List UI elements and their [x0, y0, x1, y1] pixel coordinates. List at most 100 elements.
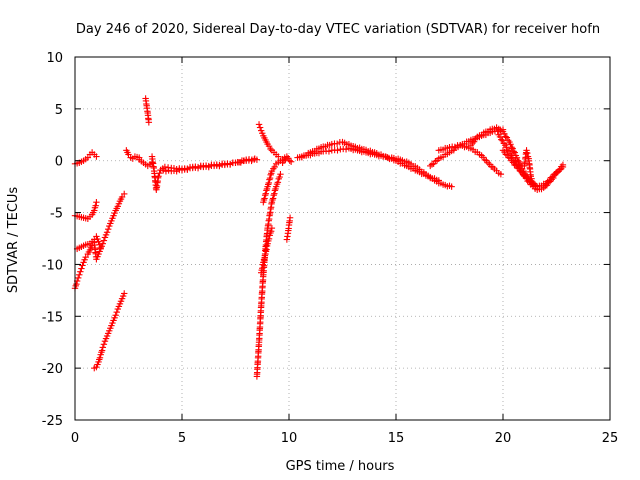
data-point [265, 179, 273, 187]
data-point [93, 153, 100, 160]
data-point [103, 229, 111, 236]
x-tick-label: 25 [602, 431, 619, 446]
data-point [267, 228, 275, 235]
data-point [251, 155, 258, 162]
data-point [265, 181, 272, 188]
data-point [511, 161, 518, 169]
data-point [262, 190, 269, 197]
y-tick-label: 10 [46, 51, 63, 66]
data-point [121, 290, 128, 297]
data-point [277, 170, 284, 178]
data-point [275, 153, 282, 160]
y-tick-label: 5 [55, 103, 63, 118]
data-point [334, 147, 341, 154]
x-tick-label: 0 [71, 431, 79, 446]
data-point [505, 154, 512, 161]
data-point [78, 265, 85, 272]
data-point [248, 156, 256, 163]
y-tick-label: -20 [42, 362, 63, 377]
data-point [265, 142, 273, 150]
data-point [261, 254, 268, 261]
data-point [269, 196, 276, 204]
data-point [261, 191, 269, 199]
data-point [514, 164, 521, 172]
chart-title: Day 246 of 2020, Sidereal Day-to-day VTE… [76, 22, 600, 37]
data-point [92, 202, 99, 209]
data-point [501, 130, 508, 137]
data-point [502, 151, 510, 158]
data-point [511, 149, 518, 156]
data-point [261, 195, 268, 202]
y-tick-label: -5 [50, 207, 63, 222]
data-point [260, 259, 267, 266]
data-point [93, 199, 100, 206]
data-point [271, 187, 279, 194]
data-point [265, 235, 273, 243]
data-point [325, 148, 333, 155]
data-point [98, 347, 106, 354]
data-point [267, 145, 274, 153]
data-points [71, 95, 567, 380]
data-point [91, 207, 98, 214]
data-point [524, 149, 531, 157]
data-point [286, 157, 293, 164]
data-point [266, 176, 273, 183]
data-point [100, 237, 108, 244]
data-point [280, 157, 288, 164]
data-point [276, 173, 283, 181]
data-point [113, 308, 120, 316]
data-point [496, 133, 504, 141]
y-tick-label: -10 [42, 258, 63, 273]
data-point [282, 156, 289, 163]
data-point [507, 141, 514, 148]
y-axis-label: SDTVAR / TECUs [6, 187, 21, 294]
data-point [270, 191, 277, 199]
data-point [266, 174, 274, 182]
data-point [73, 280, 80, 288]
data-point [286, 214, 294, 221]
data-point [499, 137, 506, 144]
data-point [96, 241, 103, 248]
data-point [99, 240, 107, 247]
data-point [529, 180, 537, 187]
data-point [263, 187, 270, 194]
data-point [95, 238, 102, 245]
data-point [96, 354, 104, 361]
axes: 0 5 10 15 20 25 -25 -20 -15 -10 -5 0 5 10 [42, 51, 619, 446]
y-tick-label: -25 [42, 414, 63, 429]
data-point [255, 121, 263, 128]
data-point [77, 268, 84, 275]
y-tick-label: 0 [55, 155, 63, 170]
data-point [256, 124, 264, 131]
data-point [271, 190, 278, 197]
data-point [448, 183, 455, 190]
x-tick-label: 15 [388, 431, 405, 446]
data-point [155, 173, 162, 180]
x-tick-label: 5 [178, 431, 186, 446]
data-point [112, 312, 119, 319]
data-point [559, 163, 567, 171]
data-point [497, 170, 505, 178]
data-point [121, 190, 128, 198]
data-point [528, 175, 535, 182]
x-tick-label: 20 [495, 431, 512, 446]
data-point [260, 196, 268, 204]
data-point [287, 158, 295, 165]
data-point [76, 271, 83, 278]
data-point [271, 163, 278, 171]
grid [75, 57, 610, 420]
data-point [268, 224, 276, 232]
data-point [99, 344, 107, 351]
data-point [267, 171, 274, 179]
data-point [75, 274, 82, 282]
data-point [100, 341, 108, 348]
plot-frame [74, 56, 611, 421]
data-point [156, 169, 163, 177]
data-point [435, 177, 442, 184]
data-point [97, 244, 104, 252]
data-point [509, 145, 516, 152]
data-point [79, 262, 86, 269]
data-point [274, 179, 282, 186]
data-point [269, 195, 277, 202]
data-point [505, 147, 513, 155]
